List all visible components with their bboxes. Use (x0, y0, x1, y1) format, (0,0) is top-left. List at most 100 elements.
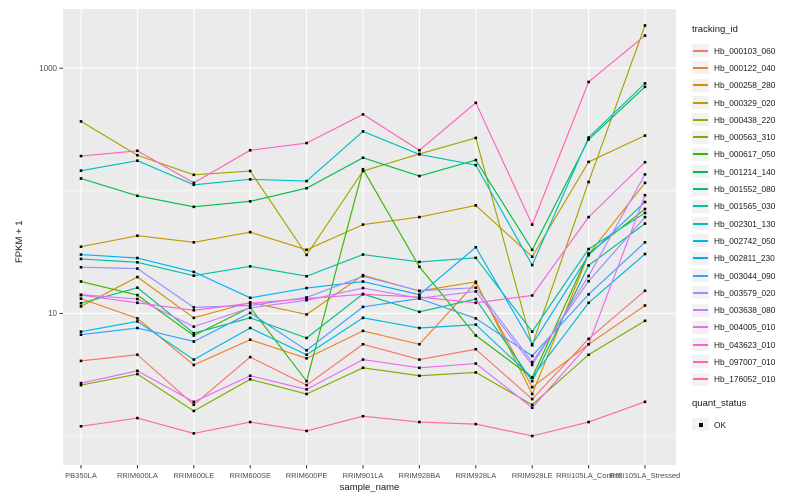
legend-item: Hb_002742_050 (692, 232, 798, 249)
data-point (418, 148, 421, 152)
legend-items: Hb_000103_060 Hb_000122_040 Hb_000258_280 H… (692, 42, 798, 388)
data-point (192, 173, 196, 177)
legend-key (692, 234, 709, 248)
data-point (530, 360, 534, 364)
data-point (305, 248, 308, 252)
legend-key-line-icon (693, 291, 708, 294)
data-point (418, 153, 421, 156)
data-point (248, 200, 252, 203)
legend-key (692, 251, 709, 265)
data-point (530, 263, 534, 267)
legend-key-line-icon (693, 170, 708, 173)
data-point (192, 274, 196, 277)
data-point (361, 316, 365, 320)
data-point (474, 334, 478, 337)
data-point (530, 330, 534, 333)
data-point (474, 371, 478, 374)
data-point (248, 311, 252, 315)
legend-key-line-icon (693, 49, 708, 52)
data-point (474, 362, 478, 365)
legend-title-quant-status: quant_status (692, 397, 747, 409)
legend-item-label: Hb_001552_080 (714, 184, 776, 195)
data-point (418, 420, 421, 424)
data-point (248, 296, 252, 300)
data-point (587, 337, 590, 341)
x-tick-label: RRIM928LE (512, 471, 553, 480)
legend-item: Hb_000258_280 (692, 77, 798, 94)
data-point (305, 388, 308, 391)
data-point (530, 406, 534, 410)
data-point (530, 294, 534, 297)
data-point (361, 167, 365, 171)
data-point (530, 403, 534, 407)
data-point (587, 420, 590, 424)
data-point (361, 329, 365, 333)
ok-key (692, 418, 709, 432)
data-point (79, 301, 83, 305)
legend-item: Hb_002811_230 (692, 250, 798, 267)
data-point (136, 416, 139, 420)
legend-item: Hb_003579_020 (692, 284, 798, 301)
x-tick-label: RRIM600LE (173, 471, 214, 480)
legend-key-line-icon (693, 153, 708, 156)
legend-item: Hb_000563_310 (692, 128, 798, 145)
data-point (474, 158, 478, 162)
x-tick-label: RRIM600PE (286, 471, 328, 480)
legend-item-label: Hb_000438_220 (714, 114, 776, 125)
legend-key-line-icon (693, 360, 708, 363)
legend-key (692, 147, 709, 161)
legend-key-line-icon (693, 222, 708, 225)
data-point (305, 298, 308, 302)
data-point (474, 256, 478, 260)
data-point (136, 153, 139, 157)
data-point (530, 223, 534, 226)
data-point (530, 376, 534, 379)
legend-item: Hb_003044_090 (692, 267, 798, 284)
legend-item-label: Hb_176052_010 (714, 374, 776, 385)
legend-item: Hb_003638_080 (692, 301, 798, 318)
legend-item-label: Hb_043623_010 (714, 339, 776, 350)
legend-item-label: Hb_002742_050 (714, 235, 776, 246)
panel-background (63, 9, 676, 465)
data-point (643, 319, 647, 323)
data-point (79, 253, 83, 256)
data-point (587, 253, 590, 257)
legend-key-line-icon (693, 378, 708, 381)
legend-item-label: OK (714, 419, 726, 430)
data-point (79, 383, 83, 387)
data-point (418, 174, 421, 178)
data-point (361, 280, 365, 283)
data-point (192, 340, 196, 343)
legend-key (692, 113, 709, 127)
data-point (587, 301, 590, 305)
data-point (474, 323, 478, 326)
legend-key-line-icon (693, 205, 708, 208)
data-point (418, 295, 421, 299)
data-point (418, 366, 421, 370)
data-point (474, 101, 478, 105)
data-point (418, 215, 421, 219)
data-point (305, 357, 308, 360)
data-point (530, 434, 534, 438)
data-point (305, 141, 308, 145)
data-point (643, 24, 647, 27)
data-point (248, 169, 252, 173)
data-point (136, 317, 139, 320)
data-point (418, 260, 421, 264)
data-point (136, 372, 139, 376)
data-point (192, 316, 196, 320)
data-point (248, 420, 252, 424)
data-point (418, 374, 421, 378)
y-tick-label: 1000 (39, 64, 57, 73)
x-tick-label: RRIM600LA (117, 471, 158, 480)
legend-item: Hb_001565_030 (692, 198, 798, 215)
y-tick-label: 10 (48, 309, 57, 318)
data-point (136, 286, 139, 290)
data-point (530, 392, 534, 396)
data-point (136, 159, 139, 162)
legend-key (692, 44, 709, 58)
data-point (361, 113, 365, 116)
data-point (136, 256, 139, 260)
data-point (136, 297, 139, 301)
legend-panel: tracking_id Hb_000103_060 Hb_000122_040 Hb… (692, 24, 798, 433)
